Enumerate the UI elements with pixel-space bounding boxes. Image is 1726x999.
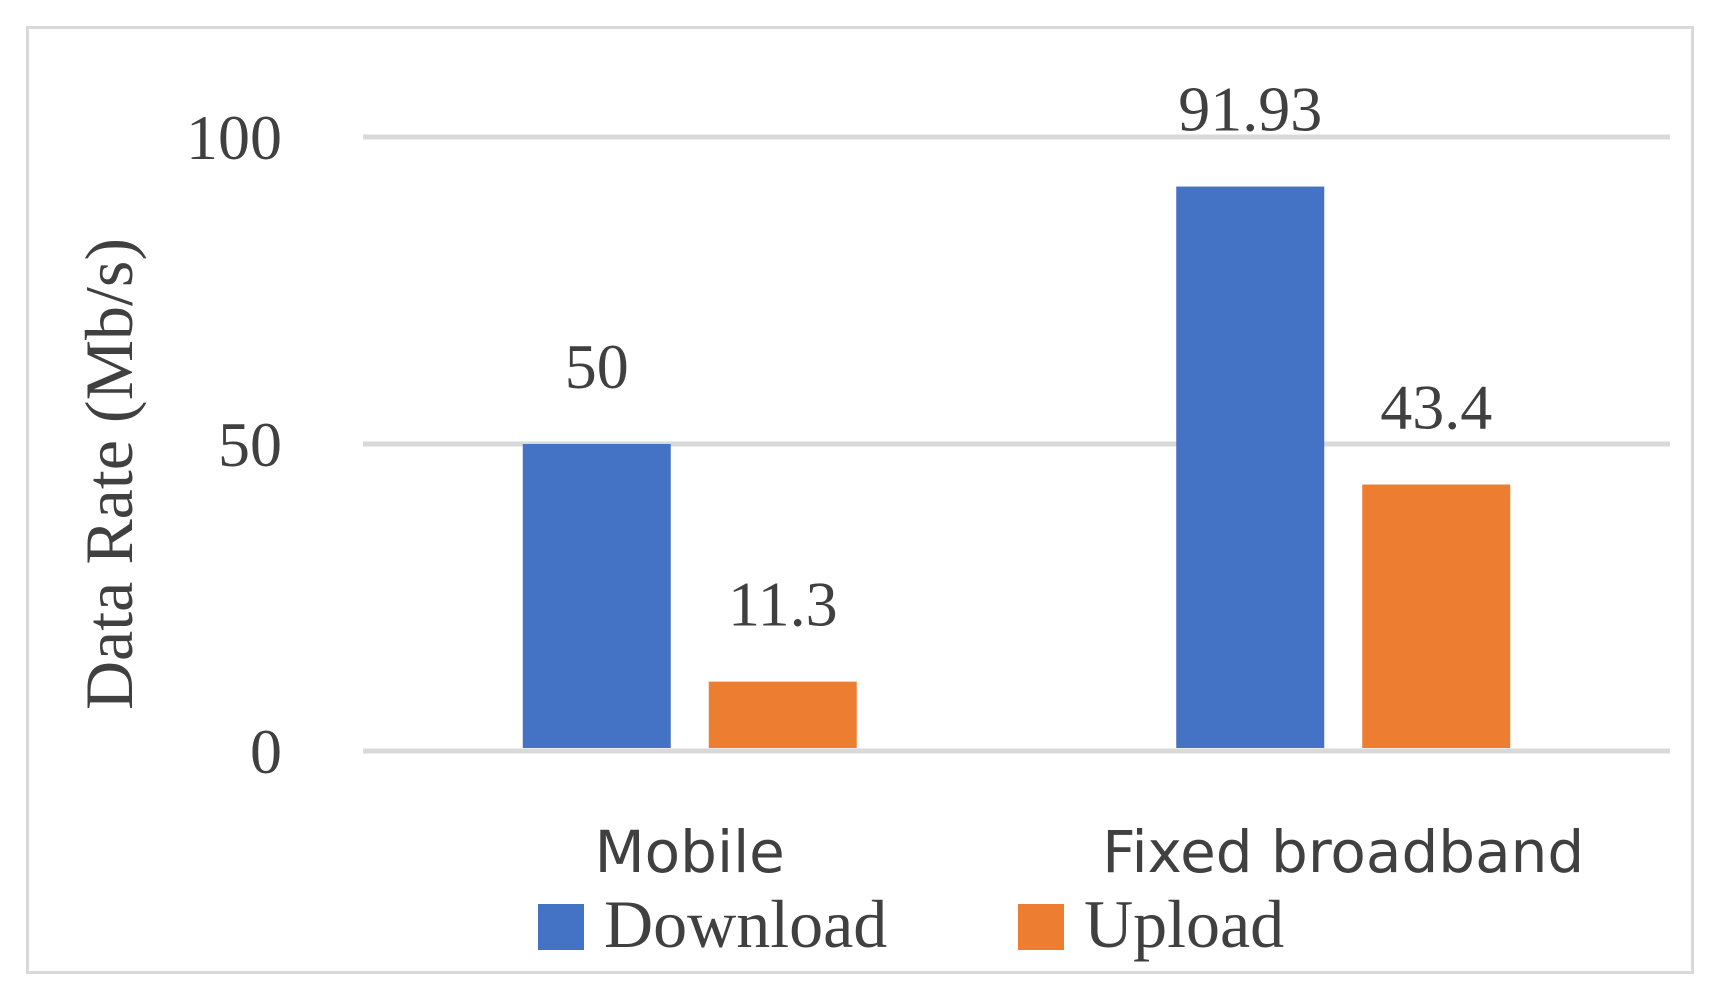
- y-tick-label: 50: [218, 409, 282, 480]
- bar-download-fixed-broadband: [1176, 186, 1325, 748]
- x-axis-tick-labels: Mobile Fixed broadband: [595, 818, 1585, 886]
- bar-upload-fixed-broadband: [1362, 484, 1511, 748]
- y-axis-label: Data Rate (Mb/s): [71, 238, 147, 710]
- bar-upload-mobile: [708, 681, 857, 748]
- bars: [522, 186, 1511, 748]
- legend-label-upload: Upload: [1084, 886, 1284, 962]
- data-label: 91.93: [1178, 74, 1322, 145]
- bar-download-mobile: [522, 444, 671, 748]
- data-label: 43.4: [1380, 372, 1492, 443]
- legend-label-download: Download: [604, 886, 887, 962]
- y-axis-tick-labels: 0 50 100: [186, 102, 282, 787]
- x-tick-label: Mobile: [595, 818, 785, 886]
- data-label: 50: [565, 331, 629, 402]
- y-tick-label: 100: [186, 102, 282, 173]
- x-tick-label: Fixed broadband: [1102, 818, 1584, 886]
- legend-swatch-upload: [1018, 904, 1064, 950]
- legend: Download Upload: [538, 886, 1284, 962]
- data-labels: 50 11.3 91.93 43.4: [565, 74, 1493, 640]
- legend-swatch-download: [538, 904, 584, 950]
- data-label: 11.3: [728, 569, 838, 640]
- y-tick-label: 0: [250, 716, 282, 787]
